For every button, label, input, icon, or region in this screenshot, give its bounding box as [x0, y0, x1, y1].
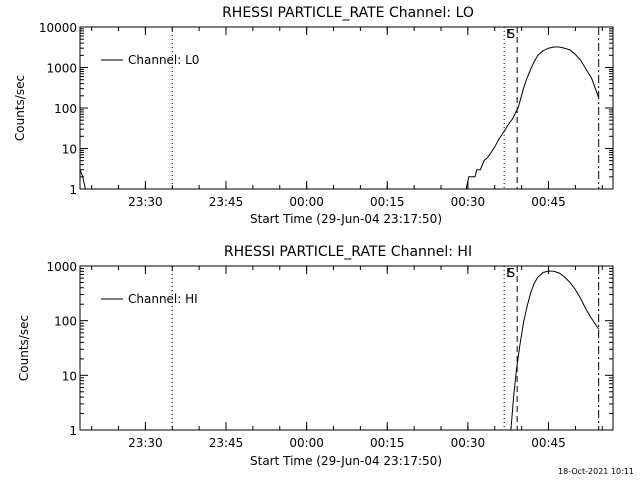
y-tick-label: 1: [69, 183, 77, 197]
y-tick-label: 10000: [39, 21, 77, 35]
footer-timestamp: 18-Oct-2021 10:11: [558, 467, 634, 476]
x-tick-label: 00:45: [531, 436, 566, 450]
panel-lo-legend-label: Channel: L0: [128, 53, 199, 67]
panel-hi: RHESSI PARTICLE_RATE Channel: HI 23:30 23…: [17, 244, 614, 468]
y-tick-label: 10: [62, 369, 77, 383]
series-line: [510, 270, 600, 431]
x-tick-label: 00:30: [451, 195, 486, 209]
marker-label: E: [506, 27, 514, 41]
panel-lo-title: RHESSI PARTICLE_RATE Channel: LO: [222, 5, 474, 21]
x-tick-label: 00:15: [370, 195, 405, 209]
x-tick-label: 23:45: [209, 436, 244, 450]
y-tick-label: 1: [69, 424, 77, 438]
marker-label: E: [506, 266, 514, 280]
panel-hi-ylabel: Counts/sec: [17, 315, 31, 381]
y-tick-label: 10: [62, 143, 77, 157]
x-tick-label: 00:15: [370, 436, 405, 450]
panel-hi-frame: [79, 265, 614, 431]
panel-hi-marks: 23:30 23:45 00:00 00:15 00:30 00:45 1 10 100 1000…: [46, 260, 613, 450]
y-tick-label: 1000: [46, 62, 77, 76]
x-tick-label: 00:30: [451, 436, 486, 450]
x-tick-label: 23:30: [128, 436, 163, 450]
x-tick-label: 23:45: [209, 195, 244, 209]
panel-lo: RHESSI PARTICLE_RATE Channel: LO 23:30 23…: [13, 5, 614, 226]
y-tick-label: 100: [54, 315, 77, 329]
series-line: [79, 169, 86, 190]
x-tick-label: 23:30: [128, 195, 163, 209]
panel-hi-legend-label: Channel: HI: [128, 292, 198, 306]
y-tick-label: 100: [54, 102, 77, 116]
marker-label: S: [508, 266, 516, 280]
x-tick-label: 00:00: [289, 436, 324, 450]
x-tick-label: 00:00: [289, 195, 324, 209]
panel-lo-marks: 23:30 23:45 00:00 00:15 00:30 00:45 1 10 100 1000…: [39, 21, 613, 209]
panel-lo-xlabel: Start Time (29-Jun-04 23:17:50): [250, 212, 442, 226]
series-line: [465, 46, 600, 190]
panel-lo-ylabel: Counts/sec: [13, 75, 27, 141]
x-tick-label: 00:45: [531, 195, 566, 209]
panel-hi-xlabel: Start Time (29-Jun-04 23:17:50): [250, 454, 442, 468]
marker-label: S: [508, 27, 516, 41]
panel-hi-title: RHESSI PARTICLE_RATE Channel: HI: [224, 244, 472, 260]
y-tick-label: 1000: [46, 260, 77, 274]
